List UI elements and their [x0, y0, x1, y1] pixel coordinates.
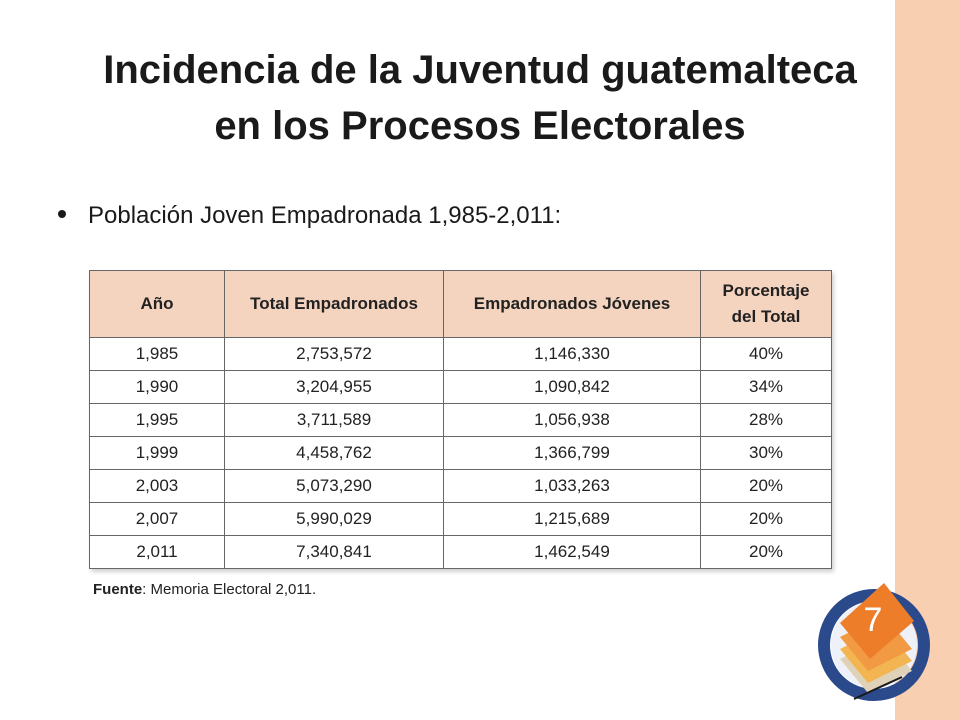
table-cell: 34%	[700, 370, 832, 404]
source-text: : Memoria Electoral 2,011.	[142, 581, 317, 598]
table-cell: 2,003	[89, 469, 225, 503]
bullet-text: Población Joven Empadronada 1,985-2,011:	[88, 202, 562, 229]
table-cell: 1,985	[89, 337, 225, 371]
table-header-cell: Total Empadronados	[224, 270, 444, 338]
table-cell: 30%	[700, 436, 832, 470]
source-label: Fuente	[93, 581, 143, 598]
bullet-item: Población Joven Empadronada 1,985-2,011:	[58, 196, 561, 236]
seal-layer	[840, 583, 914, 659]
table-header-cell: Empadronados Jóvenes	[443, 270, 701, 338]
table-header-cell: Año	[89, 270, 225, 338]
table-cell: 1,462,549	[443, 535, 701, 569]
table-cell: 1,999	[89, 436, 225, 470]
slide-title-line-1: Incidencia de la Juventud guatemalteca	[103, 48, 857, 92]
table-header-line: Porcentaje	[722, 281, 810, 300]
table-row: 1,999 4,458,762 1,366,799 30%	[89, 436, 832, 470]
bullet-dot-icon	[58, 209, 66, 218]
table-row: 1,990 3,204,955 1,090,842 34%	[89, 370, 832, 404]
table-cell: 5,990,029	[224, 502, 444, 536]
table-row: 1,995 3,711,589 1,056,938 28%	[89, 403, 832, 437]
slide-title: Incidencia de la Juventud guatemalteca e…	[40, 42, 920, 154]
data-table-container: Año Total Empadronados Empadronados Jóve…	[89, 270, 832, 569]
table-row: 2,007 5,990,029 1,215,689 20%	[89, 502, 832, 536]
table-row: 2,011 7,340,841 1,462,549 20%	[89, 535, 832, 569]
table-cell: 1,146,330	[443, 337, 701, 371]
table-cell: 5,073,290	[224, 469, 444, 503]
seal-number: 7	[864, 601, 883, 639]
table-cell: 3,204,955	[224, 370, 444, 404]
table-cell: 1,090,842	[443, 370, 701, 404]
table-cell: 20%	[700, 535, 832, 569]
source-note: Fuente: Memoria Electoral 2,011.	[93, 581, 316, 598]
table-row: 1,985 2,753,572 1,146,330 40%	[89, 337, 832, 371]
table-cell: 1,990	[89, 370, 225, 404]
table-cell: 1,995	[89, 403, 225, 437]
table-cell: 20%	[700, 469, 832, 503]
seal-pen-line	[853, 676, 903, 700]
table-row: 2,003 5,073,290 1,033,263 20%	[89, 469, 832, 503]
table-cell: 20%	[700, 502, 832, 536]
table-cell: 1,366,799	[443, 436, 701, 470]
table-cell: 2,007	[89, 502, 225, 536]
table-cell: 7,340,841	[224, 535, 444, 569]
table-header-cell: Porcentaje del Total	[700, 270, 832, 338]
table-header-line: del Total	[731, 307, 801, 326]
table-cell: 1,056,938	[443, 403, 701, 437]
table-cell: 2,753,572	[224, 337, 444, 371]
slide-title-line-2: en los Procesos Electorales	[214, 104, 746, 148]
table-cell: 3,711,589	[224, 403, 444, 437]
electoral-seal-icon: 7	[818, 583, 930, 701]
table-header-row: Año Total Empadronados Empadronados Jóve…	[89, 270, 832, 338]
table-cell: 4,458,762	[224, 436, 444, 470]
table-cell: 1,033,263	[443, 469, 701, 503]
table-cell: 28%	[700, 403, 832, 437]
table-cell: 1,215,689	[443, 502, 701, 536]
table-cell: 40%	[700, 337, 832, 371]
data-table: Año Total Empadronados Empadronados Jóve…	[89, 270, 832, 569]
table-cell: 2,011	[89, 535, 225, 569]
